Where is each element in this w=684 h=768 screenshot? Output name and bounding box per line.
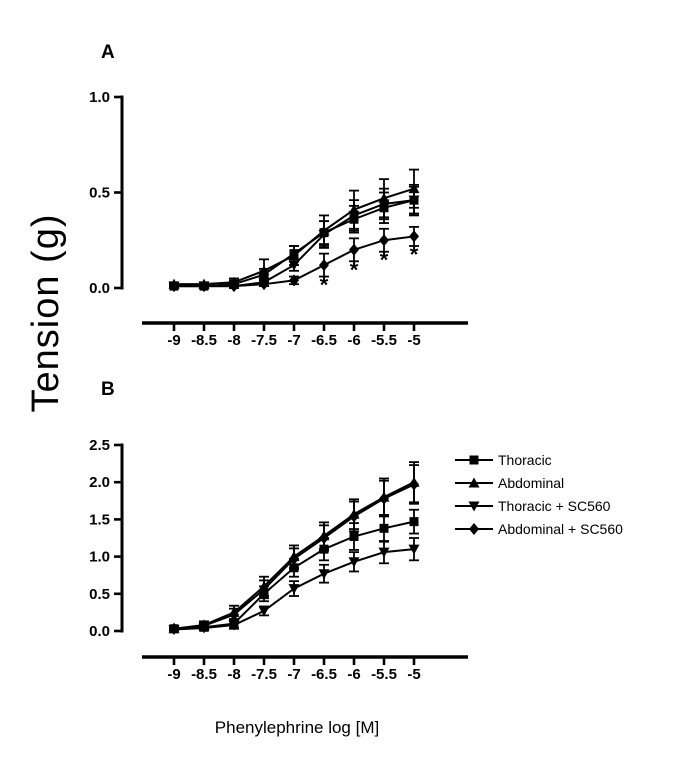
x-tick-label: -6.5 [311,332,337,349]
diamond-marker [259,278,269,291]
triangle-down-marker [288,260,300,271]
legend-label-abdominal-sc560: Abdominal + SC560 [498,520,623,537]
panel-a-label: A [101,42,115,63]
significance-asterisk: * [410,242,419,267]
y-tick-label: 0.5 [89,586,110,603]
diamond-marker [289,552,299,565]
triangle-down-marker [408,195,420,206]
triangle-down-marker [348,557,360,568]
y-axis-label: Tension (g) [25,213,67,413]
x-tick-label: -8 [227,332,240,349]
triangle-down-marker-icon [455,501,493,511]
y-tick-label: 1.5 [89,511,110,528]
y-tick-label: 2.5 [89,437,110,454]
x-tick-label: -5 [407,332,420,349]
y-tick-label: 0.5 [89,185,110,202]
triangle-down-marker [378,199,390,210]
diamond-marker-icon [455,522,493,535]
significance-asterisk: * [320,273,329,298]
diamond-marker [259,583,269,596]
diamond-marker [349,243,359,256]
x-tick-label: -7 [287,332,300,349]
significance-asterisk: * [380,248,389,273]
diamond-marker [229,608,239,621]
x-tick-label: -9 [167,666,180,683]
x-tick-label: -5.5 [371,666,397,683]
triangle-down-marker [228,620,240,631]
legend: Thoracic Abdominal Thoracic + SC560 Abdo… [455,448,623,540]
triangle-down-marker [288,584,300,595]
triangle-down-marker [468,501,480,511]
legend-item-abdominal-sc560: Abdominal + SC560 [455,517,623,540]
triangle-down-marker [318,569,330,580]
diamond-marker [319,259,329,272]
y-axis: 0.0 0.5 1.0 [89,89,124,297]
x-axis: -9 -8.5 -8 -7.5 -7 -6.5 -6 -5.5 -5 [142,655,468,683]
y-tick-label: 1.0 [89,89,110,106]
diamond-marker [379,492,389,505]
panel-b-label: B [101,379,115,400]
y-axis: 0.0 0.5 1.0 1.5 2.0 2.5 [89,437,124,640]
triangle-down-marker [258,606,270,617]
x-tick-label: -6 [347,666,360,683]
square-marker [469,455,479,464]
triangle-up-marker [288,250,300,261]
x-tick-label: -8 [227,666,240,683]
diamond-marker [469,522,479,535]
diamond-marker [199,619,209,632]
diamond-marker [289,274,299,287]
diamond-marker [409,230,419,243]
square-marker [379,523,389,533]
x-tick-label: -7.5 [251,332,277,349]
y-tick-label: 1.0 [89,549,110,566]
series-abdominal-sc560: * * * * [169,225,419,298]
panel-b-chart: 0.0 0.5 1.0 1.5 2.0 2.5 -9 -8.5 -8 -7.5 -7 -6.5 -6 -5… [89,437,468,683]
diamond-marker [349,510,359,523]
x-tick-label: -8.5 [191,666,217,683]
legend-label-thoracic: Thoracic [498,451,552,468]
x-axis: -9 -8.5 -8 -7.5 -7 -6.5 -6 -5.5 -5 [142,321,468,349]
y-tick-label: 0.0 [89,623,110,640]
diamond-marker [319,532,329,544]
x-tick-label: -5 [407,666,420,683]
diamond-marker [379,234,389,247]
legend-label-thoracic-sc560: Thoracic + SC560 [498,497,611,514]
triangle-up-marker [468,477,480,487]
legend-item-abdominal: Abdominal [455,471,623,494]
triangle-up-marker-icon [455,477,493,487]
square-marker-icon [455,455,493,464]
x-axis-label: Phenylephrine log [M] [214,718,380,737]
x-tick-label: -5.5 [371,332,397,349]
triangle-down-marker [378,547,390,558]
y-tick-label: 0.0 [89,280,110,297]
square-marker [349,532,359,542]
x-tick-label: -6 [347,332,360,349]
y-tick-label: 2.0 [89,474,110,491]
diamond-marker [199,280,209,293]
legend-label-abdominal: Abdominal [498,474,565,491]
panel-a-chart: 0.0 0.5 1.0 -9 -8.5 -8 -7.5 -7 -6.5 -6 -5.5 -5 * * * * [89,89,468,349]
x-tick-label: -9 [167,332,180,349]
legend-item-thoracic: Thoracic [455,448,623,471]
diamond-marker [169,622,179,635]
diamond-marker [169,280,179,293]
legend-item-thoracic-sc560: Thoracic + SC560 [455,494,623,517]
x-tick-label: -7 [287,666,300,683]
series-thoracic [169,508,419,634]
triangle-up-marker [258,265,270,276]
diamond-marker [229,280,239,293]
triangle-down-marker [318,230,330,241]
triangle-down-marker [348,210,360,221]
triangle-down-marker [408,544,420,555]
series-abdominal-sc560 [169,464,419,635]
x-tick-label: -7.5 [251,666,277,683]
diamond-marker [409,478,419,491]
x-tick-label: -6.5 [311,666,337,683]
x-tick-label: -8.5 [191,332,217,349]
square-marker [409,517,419,527]
significance-asterisk: * [350,257,359,282]
